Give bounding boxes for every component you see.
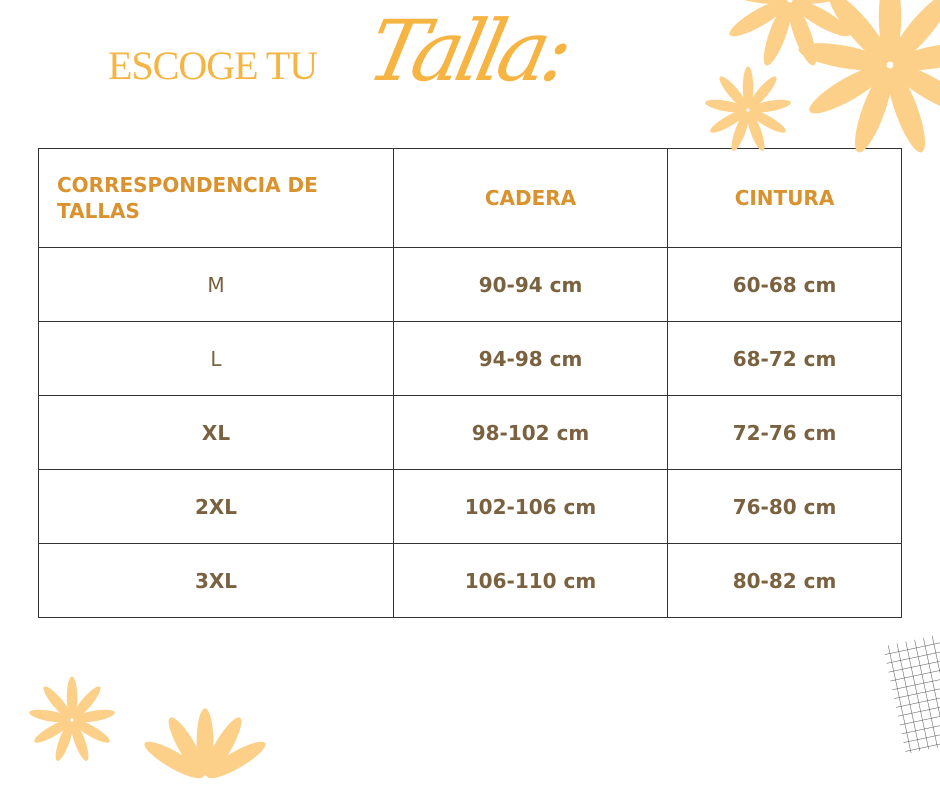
- header-waist: CINTURA: [667, 148, 902, 248]
- flower-icon: [704, 66, 792, 153]
- flower-icon: [140, 708, 270, 785]
- table-row: M 90-94 cm 60-68 cm: [38, 247, 902, 322]
- size-table: CORRESPONDENCIA DE TALLAS CADERA CINTURA…: [38, 148, 902, 618]
- waist-cell: 68-72 cm: [667, 321, 902, 396]
- size-cell: XL: [38, 395, 394, 470]
- hip-cell: 98-102 cm: [393, 395, 668, 470]
- hip-cell: 94-98 cm: [393, 321, 668, 396]
- header-size: CORRESPONDENCIA DE TALLAS: [38, 148, 394, 248]
- grid-pattern: [883, 634, 940, 755]
- table-row: L 94-98 cm 68-72 cm: [38, 321, 902, 396]
- hip-cell: 102-106 cm: [393, 469, 668, 544]
- hip-cell: 90-94 cm: [393, 247, 668, 322]
- table-row: 3XL 106-110 cm 80-82 cm: [38, 543, 902, 618]
- hip-cell: 106-110 cm: [393, 543, 668, 618]
- waist-cell: 80-82 cm: [667, 543, 902, 618]
- table-header-row: CORRESPONDENCIA DE TALLAS CADERA CINTURA: [38, 148, 902, 248]
- size-cell: 3XL: [38, 543, 394, 618]
- title-prefix: ESCOGE TU: [108, 43, 318, 88]
- waist-cell: 60-68 cm: [667, 247, 902, 322]
- size-cell: 2XL: [38, 469, 394, 544]
- waist-cell: 76-80 cm: [667, 469, 902, 544]
- flower-icon: [28, 676, 116, 763]
- table-row: 2XL 102-106 cm 76-80 cm: [38, 469, 902, 544]
